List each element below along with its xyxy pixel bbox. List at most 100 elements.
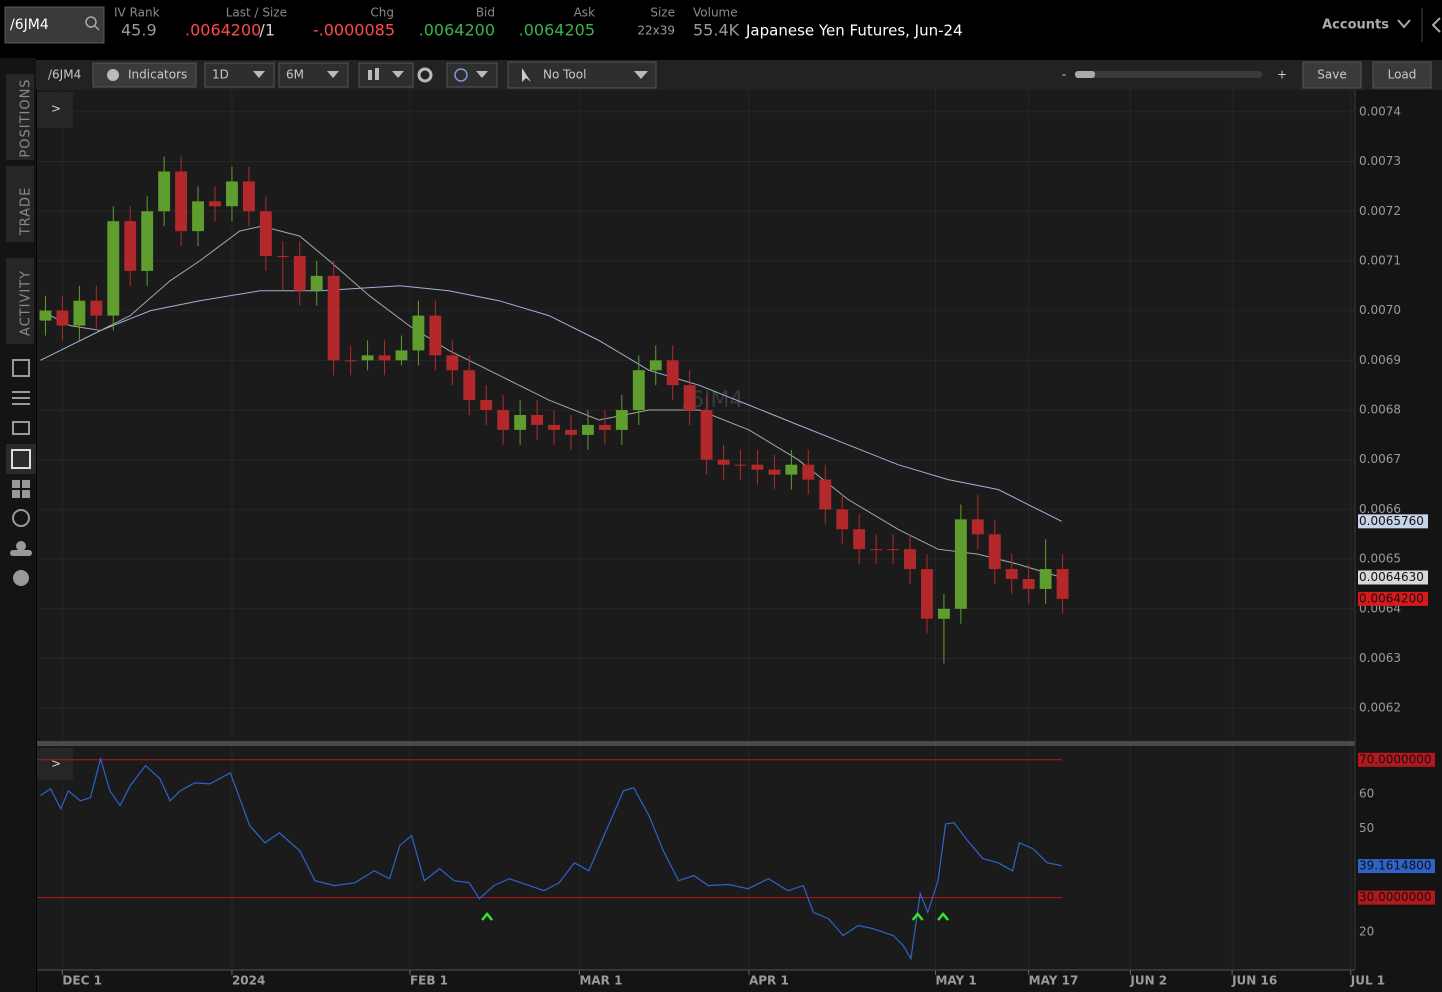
sidebar-tab-label[interactable]: ACTIVITY <box>19 270 34 336</box>
sidebar-tab[interactable] <box>6 258 34 344</box>
y-tick-label: 0.0065 <box>1359 552 1401 566</box>
chart-style-icon[interactable] <box>375 68 379 80</box>
x-tick-label: 2024 <box>232 974 265 988</box>
candle-body <box>632 370 645 411</box>
indicators-label[interactable]: Indicators <box>128 68 187 82</box>
candle-body <box>904 549 916 570</box>
pane-separator[interactable] <box>37 741 1442 746</box>
y-tick-label: 0.0066 <box>1359 502 1401 516</box>
candle-body <box>734 464 747 466</box>
value-tag <box>1358 591 1428 606</box>
expand-label[interactable]: > <box>51 102 61 116</box>
candle-body <box>497 410 510 430</box>
sidebar-icon[interactable] <box>12 397 30 399</box>
chart-style-icon[interactable] <box>368 70 372 80</box>
y-tick-label: 0.0069 <box>1359 353 1401 367</box>
candle-body <box>175 171 188 232</box>
candle-body <box>836 509 849 530</box>
zoom-slider[interactable] <box>1075 71 1262 78</box>
search-icon[interactable] <box>85 16 97 28</box>
x-tick-label: MAY 17 <box>1029 974 1079 988</box>
field-value: .0064200 <box>419 21 495 40</box>
sidebar-icon[interactable] <box>13 570 29 586</box>
candle-body <box>310 275 323 291</box>
load-button[interactable] <box>1372 61 1432 89</box>
dropdown-arrow[interactable] <box>253 71 265 78</box>
sidebar-tab-label[interactable]: POSITIONS <box>19 78 34 157</box>
candle-body <box>666 360 679 386</box>
candle-body <box>802 464 815 480</box>
sidebar-icon[interactable] <box>16 541 26 551</box>
zoom-out[interactable]: - <box>1062 68 1066 82</box>
dropdown-arrow[interactable] <box>1397 19 1411 29</box>
sidebar-icon[interactable] <box>10 550 32 556</box>
crosshair-icon[interactable] <box>454 68 468 82</box>
search-icon[interactable] <box>94 25 100 31</box>
aggregation-label[interactable]: 1D <box>212 68 229 82</box>
y-tick-label: 0.0073 <box>1359 154 1401 168</box>
aggregation-select[interactable] <box>204 62 275 88</box>
sidebar-icon[interactable] <box>22 480 30 488</box>
sidebar-icon[interactable] <box>12 391 30 393</box>
sidebar-icon[interactable] <box>12 490 20 498</box>
sidebar-icon[interactable] <box>12 403 30 405</box>
candle-body <box>463 370 476 401</box>
expand-button[interactable] <box>37 92 73 128</box>
cursor-icon[interactable] <box>522 68 531 82</box>
accounts-menu[interactable]: Accounts <box>1322 18 1389 33</box>
expand-label[interactable]: > <box>51 757 61 771</box>
candle-body <box>819 479 832 510</box>
value-tag-label: 70.0000000 <box>1359 752 1432 766</box>
candle-body <box>412 315 425 351</box>
candle-body <box>107 221 120 316</box>
sidebar-icon[interactable] <box>22 490 30 498</box>
drawing-tool-label[interactable]: No Tool <box>543 68 586 82</box>
candle-body <box>192 201 204 232</box>
sidebar-icon-active[interactable] <box>6 444 36 474</box>
zoom-handle[interactable] <box>1075 71 1095 78</box>
drawing-tool-select[interactable] <box>507 61 657 89</box>
candle-body <box>226 181 238 207</box>
save-label[interactable]: Save <box>1317 68 1346 82</box>
range-label[interactable]: 6M <box>286 68 304 82</box>
dropdown-arrow[interactable] <box>327 71 339 78</box>
value-tag-label: 39.1614800 <box>1359 859 1432 873</box>
sidebar-icon[interactable] <box>12 480 20 488</box>
sidebar-tab[interactable] <box>6 166 34 242</box>
time-axis <box>37 970 1442 992</box>
sidebar-icon[interactable] <box>11 449 31 469</box>
zoom-in[interactable]: + <box>1277 68 1287 82</box>
collapse-arrow[interactable] <box>1431 17 1441 33</box>
range-select[interactable] <box>278 62 349 88</box>
candle-body <box>615 410 628 430</box>
candle-body <box>531 415 544 425</box>
field-label: Volume <box>693 6 738 20</box>
value-tag <box>1358 859 1435 874</box>
candle-body <box>649 360 662 371</box>
symbol-text[interactable]: /6JM4 <box>10 17 49 33</box>
sidebar-icon[interactable] <box>12 421 30 435</box>
settings-icon[interactable] <box>417 67 433 83</box>
moving-average <box>40 225 1062 578</box>
candle-body <box>988 534 1001 570</box>
expand-button[interactable] <box>37 748 73 780</box>
candle-body <box>751 464 764 470</box>
dropdown-arrow[interactable] <box>476 71 488 78</box>
save-button[interactable] <box>1302 61 1362 89</box>
candle-body <box>785 464 798 475</box>
sidebar-tab-label[interactable]: TRADE <box>19 187 34 237</box>
field-label: Ask <box>574 6 595 20</box>
y-tick-label: 0.0070 <box>1359 303 1401 317</box>
load-label[interactable]: Load <box>1388 68 1417 82</box>
chart-style-select[interactable] <box>358 62 414 88</box>
indicators-icon[interactable] <box>107 69 119 81</box>
candle-body <box>395 350 408 361</box>
sidebar-tab[interactable] <box>6 74 34 160</box>
sidebar-icon[interactable] <box>12 359 30 377</box>
candle-body <box>1022 578 1035 589</box>
dropdown-arrow[interactable] <box>634 71 648 79</box>
sidebar-icon[interactable] <box>12 509 30 527</box>
dropdown-arrow[interactable] <box>392 71 404 78</box>
candle-body <box>209 201 221 207</box>
candle-body <box>39 310 52 321</box>
